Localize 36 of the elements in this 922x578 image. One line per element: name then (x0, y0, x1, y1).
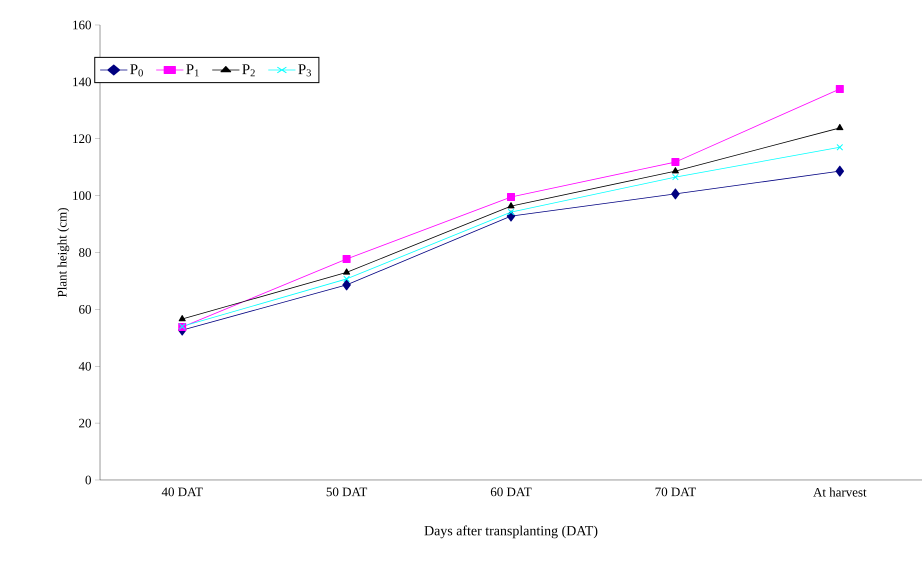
y-axis-title: Plant height (cm) (57, 208, 70, 298)
x-tick-label: 70 DAT (656, 488, 696, 496)
point (672, 167, 679, 174)
point (507, 193, 516, 202)
point (343, 276, 350, 282)
point (342, 255, 351, 264)
point (836, 166, 844, 177)
y-tick-label: 60 (79, 304, 91, 314)
legend-label: P$_{3}$ (298, 64, 311, 76)
point (343, 268, 350, 275)
point (671, 188, 680, 200)
point (836, 144, 844, 151)
y-tick-label: 40 (78, 362, 91, 371)
y-tick-label: 160 (73, 20, 91, 30)
y-tick-label: 80 (79, 248, 91, 257)
y-tick-label: 140 (73, 77, 91, 86)
x-tick-label: 60 DAT (490, 488, 532, 496)
x-axis-title: Days after transplanting (DAT) (424, 525, 598, 538)
legend-label: P$_{2}$ (242, 64, 255, 76)
y-tick-label: 20 (79, 418, 91, 428)
x-tick-label: 40 DAT (162, 488, 203, 496)
x-tick-label: 50 DAT (326, 488, 368, 496)
point (178, 315, 186, 322)
legend-label: P$_{0}$ (130, 64, 143, 76)
point (672, 174, 679, 180)
point (836, 124, 844, 130)
x-tick-label: At harvest (813, 488, 867, 497)
point (508, 208, 514, 216)
y-tick-label: 100 (73, 191, 91, 200)
legend-label: P$_{1}$ (186, 64, 199, 76)
point (836, 84, 844, 93)
point (342, 279, 351, 290)
point (671, 158, 680, 166)
y-tick-label: 120 (73, 134, 91, 144)
y-tick-label: 0 (86, 476, 91, 484)
point (507, 202, 515, 208)
